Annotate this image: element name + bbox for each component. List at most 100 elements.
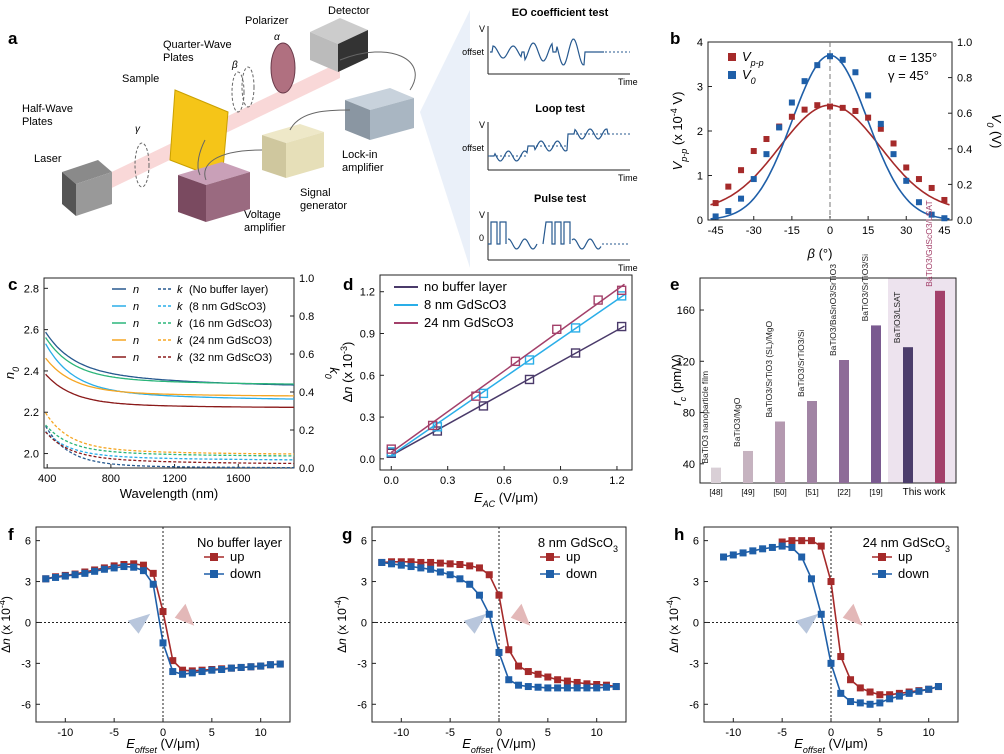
- bar-ref-label: This work: [903, 487, 947, 498]
- x-tick-label: -30: [746, 225, 762, 237]
- label-span: Δ: [0, 645, 13, 653]
- y-tick-right-label: 0.6: [299, 349, 314, 361]
- data-point-down: [407, 563, 415, 571]
- label-span: c: [678, 396, 688, 401]
- label-span: ): [667, 596, 681, 600]
- x-tick-label: -10: [725, 727, 741, 739]
- y-tick-label: 0.0: [360, 454, 375, 466]
- data-point-down: [71, 571, 79, 579]
- test-x-label: Time: [618, 77, 638, 87]
- data-point-down: [583, 684, 591, 692]
- label-span: E: [126, 736, 135, 751]
- n-curve-8 nm GdScO3: [45, 343, 295, 400]
- y-tick-label: 3: [693, 577, 699, 589]
- legend-label: no buffer layer: [424, 279, 508, 294]
- panel-label: b: [670, 29, 680, 48]
- label-span: (V/μm): [493, 736, 536, 751]
- test-title: EO coefficient test: [512, 7, 609, 19]
- bar-ref-label: [50]: [773, 488, 786, 497]
- data-point-V0: [712, 213, 719, 220]
- fit-line-24 nm GdScO3: [390, 283, 625, 454]
- data-point-down: [729, 551, 737, 559]
- data-point-Vp-p: [763, 136, 770, 143]
- up-arrow: [174, 603, 195, 626]
- y-tick-label: 0: [693, 617, 699, 629]
- bar-4: [839, 360, 849, 483]
- y-tick-label: 3: [361, 577, 367, 589]
- lockin-label-1: Lock-in: [342, 149, 377, 161]
- data-point-Vp-p: [877, 125, 884, 132]
- data-point-up: [573, 678, 581, 686]
- legend-k-label: k: [177, 284, 183, 296]
- legend-marker: [878, 570, 886, 578]
- data-point-down: [42, 575, 50, 583]
- x-tick-label: 0: [827, 225, 833, 237]
- pulse-test-pulses: [488, 221, 507, 245]
- y-tick-label: -3: [357, 658, 367, 670]
- label-span: Δ: [335, 645, 349, 653]
- label-span: (x 10: [335, 608, 349, 638]
- label-span: offset: [471, 745, 494, 754]
- plot-frame: [379, 274, 633, 471]
- up-arrow: [510, 603, 531, 626]
- eo-test-wave: [490, 38, 604, 66]
- data-point-Vp-p: [738, 167, 745, 174]
- data-point-down: [257, 662, 265, 670]
- y-tick-label: 2.6: [24, 325, 39, 337]
- legend-label: down: [898, 566, 929, 581]
- label-span: n: [340, 386, 355, 393]
- data-point-up: [475, 564, 483, 572]
- data-point-down: [515, 681, 523, 689]
- label-span: offset: [803, 745, 826, 754]
- y-tick-right-label: 1.0: [957, 37, 972, 49]
- legend-label: down: [566, 566, 597, 581]
- fit-line-no buffer layer: [390, 325, 625, 457]
- annotation-alpha: α = 135°: [888, 50, 937, 65]
- panel-title: 8 nm GdScO3: [538, 535, 618, 554]
- hwp-label-2: Plates: [22, 116, 53, 128]
- x-tick-label: -5: [445, 727, 455, 739]
- data-point-down: [475, 591, 483, 599]
- data-point-up: [149, 569, 157, 577]
- data-point-down: [778, 542, 786, 550]
- legend-marker-vpp: [728, 53, 736, 61]
- legend-label: up: [566, 549, 580, 564]
- sample-label: Sample: [122, 73, 159, 85]
- bar-category-label: BaTiO3/BaSnO3/SrTiO3: [828, 264, 838, 356]
- data-point-up: [856, 684, 864, 692]
- y-tick-label: 0: [697, 215, 703, 227]
- y-tick-label: 2.4: [24, 366, 39, 378]
- data-point-down: [544, 684, 552, 692]
- x-tick-label: -10: [57, 727, 73, 739]
- label-span: V: [989, 114, 1004, 124]
- data-point-down: [563, 684, 571, 692]
- data-point-down: [505, 676, 513, 684]
- label-span: n: [2, 372, 17, 379]
- data-point-down: [417, 564, 425, 572]
- qwp-1: [231, 71, 245, 113]
- y-tick-label: 1: [697, 171, 703, 183]
- y-tick-label: 2.8: [24, 283, 39, 295]
- data-point-up: [495, 591, 503, 599]
- panel-a-label: a: [8, 29, 18, 48]
- data-point-up: [139, 561, 147, 569]
- test-title: Loop test: [535, 103, 585, 115]
- data-point-V0: [839, 56, 846, 63]
- legend-marker: [878, 553, 886, 561]
- half-wave-plate: [134, 142, 150, 188]
- y-tick-label: 6: [361, 536, 367, 548]
- x-tick-label: 0: [160, 727, 166, 739]
- data-point-Vp-p: [750, 148, 757, 155]
- label-span: (x 10: [670, 116, 685, 149]
- data-point-V0: [776, 124, 783, 131]
- label-span: 0: [751, 76, 756, 86]
- bar-category-label: BaTiO3/LSAT: [892, 292, 902, 344]
- data-point-up: [866, 688, 874, 696]
- data-point-down: [612, 683, 620, 691]
- panel-title: No buffer layer: [197, 535, 283, 550]
- data-point-V0: [903, 177, 910, 184]
- data-point-V0: [827, 53, 833, 60]
- y-tick-right-label: 1.0: [299, 273, 314, 285]
- label-span: n: [335, 638, 349, 645]
